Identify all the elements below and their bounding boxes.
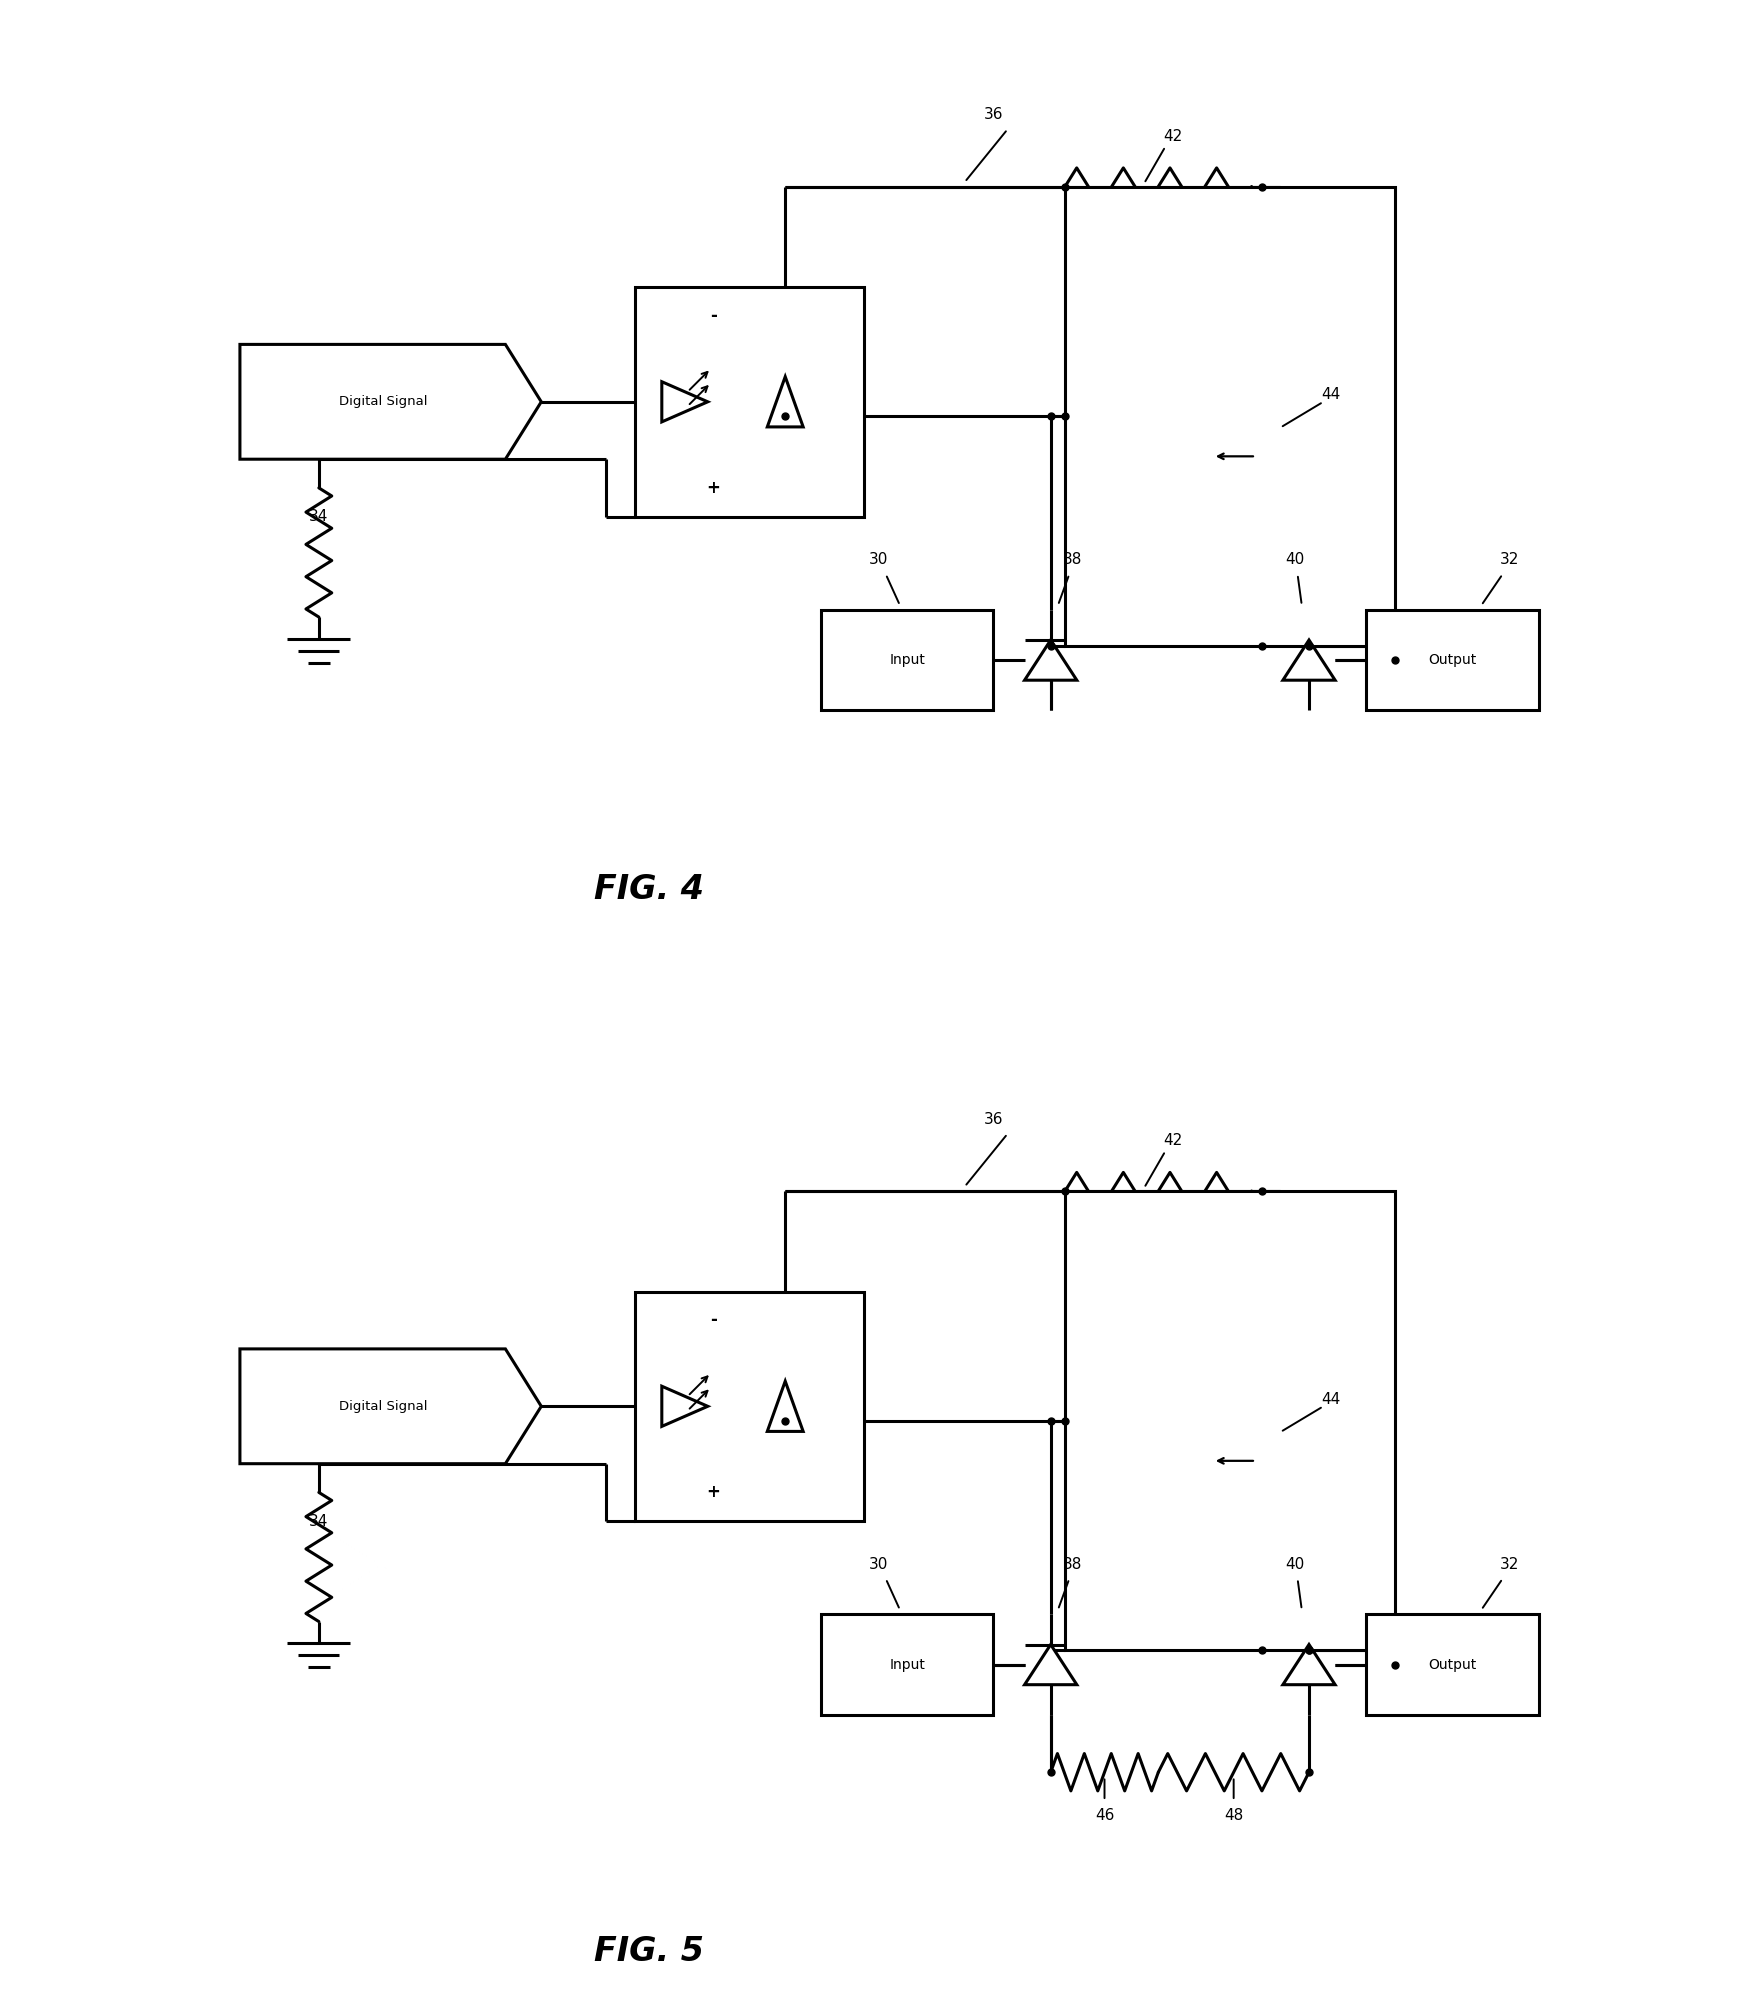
Text: +: + [706, 478, 720, 496]
Text: -: - [710, 307, 717, 325]
Text: 42: 42 [1163, 1133, 1182, 1149]
Text: 44: 44 [1321, 388, 1341, 402]
Bar [821, 1615, 993, 1716]
Text: 46: 46 [1095, 1808, 1114, 1822]
Polygon shape [1024, 641, 1077, 681]
Text: -: - [710, 1312, 717, 1330]
Text: 36: 36 [984, 1111, 1003, 1127]
Text: FIG. 4: FIG. 4 [594, 874, 705, 906]
Text: +: + [706, 1483, 720, 1501]
Bar [821, 611, 993, 711]
Bar [1065, 1191, 1395, 1649]
Polygon shape [241, 344, 541, 460]
Text: 40: 40 [1284, 1557, 1304, 1571]
Text: 34: 34 [309, 508, 329, 524]
Text: 32: 32 [1500, 1557, 1520, 1571]
Bar [634, 1292, 864, 1521]
Polygon shape [1024, 1645, 1077, 1686]
Text: 38: 38 [1063, 552, 1082, 567]
Text: 44: 44 [1321, 1392, 1341, 1406]
Bar [1065, 187, 1395, 645]
Text: 38: 38 [1063, 1557, 1082, 1571]
Text: 34: 34 [309, 1513, 329, 1529]
Text: 32: 32 [1500, 552, 1520, 567]
Polygon shape [662, 382, 708, 422]
Text: 36: 36 [984, 106, 1003, 123]
Text: Output: Output [1428, 653, 1476, 667]
Polygon shape [662, 1386, 708, 1426]
Text: Digital Signal: Digital Signal [339, 396, 427, 408]
Text: Input: Input [889, 1657, 926, 1671]
Bar [1367, 1615, 1539, 1716]
Polygon shape [1283, 1645, 1335, 1686]
Polygon shape [768, 1382, 803, 1430]
Text: Digital Signal: Digital Signal [339, 1400, 427, 1412]
Text: Input: Input [889, 653, 926, 667]
Bar [1367, 611, 1539, 711]
Text: 48: 48 [1225, 1808, 1244, 1822]
Text: Output: Output [1428, 1657, 1476, 1671]
Polygon shape [1283, 641, 1335, 681]
Bar [634, 287, 864, 516]
Text: 30: 30 [868, 1557, 889, 1571]
Polygon shape [768, 378, 803, 428]
Polygon shape [241, 1348, 541, 1465]
Text: FIG. 5: FIG. 5 [594, 1935, 705, 1969]
Text: 30: 30 [868, 552, 889, 567]
Text: 42: 42 [1163, 129, 1182, 145]
Text: 40: 40 [1284, 552, 1304, 567]
